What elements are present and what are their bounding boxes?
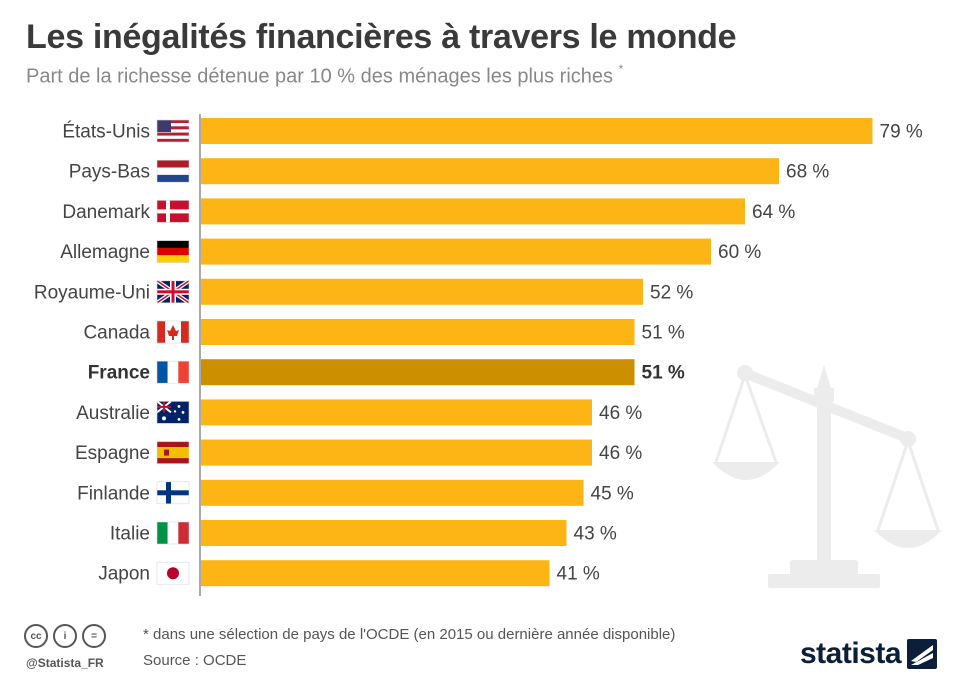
bar <box>201 439 592 466</box>
category-label: Danemark <box>62 202 150 223</box>
subtitle-footnote-mark: * <box>618 62 624 76</box>
bar-row: Japon 41 % <box>98 560 600 587</box>
bar-row: Royaume-Uni 52 % <box>34 278 693 305</box>
nd-icon: = <box>82 624 106 648</box>
ca-flag <box>156 320 190 344</box>
value-label: 52 % <box>650 282 693 303</box>
dk-flag <box>156 200 190 223</box>
statista-logo[interactable]: statista <box>800 637 938 671</box>
subtitle-text: Part de la richesse détenue par 10 % des… <box>26 65 614 88</box>
bar <box>201 118 873 144</box>
value-label: 64 % <box>752 202 795 223</box>
jp-flag <box>156 561 190 585</box>
bar-row: Pays-Bas 68 % <box>69 158 829 185</box>
value-label: 60 % <box>718 242 761 263</box>
category-label: États-Unis <box>62 122 150 143</box>
bar <box>201 319 635 345</box>
category-label: Allemagne <box>60 242 150 263</box>
value-label: 45 % <box>591 483 634 504</box>
category-label: Italie <box>110 524 150 545</box>
bar-row: Allemagne 60 % <box>60 238 761 265</box>
bar-row: Finlande 45 % <box>77 479 634 506</box>
bar-row: États-Unis 79 % <box>62 118 923 144</box>
gb-flag <box>155 279 191 305</box>
bar-row: Danemark 64 % <box>62 198 795 225</box>
category-label: Espagne <box>75 443 150 464</box>
bar <box>201 399 592 426</box>
logo-text: statista <box>800 637 902 670</box>
category-label: Pays-Bas <box>69 162 150 183</box>
value-label: 46 % <box>599 403 642 424</box>
bar <box>201 278 643 305</box>
value-label: 41 % <box>557 564 600 585</box>
source-note: Source : OCDE <box>143 652 247 669</box>
bar-rows: États-Unis 79 % Pays-Bas 68 % Danemark 64 % Al… <box>34 118 923 587</box>
category-label: Royaume-Uni <box>34 282 150 303</box>
category-label: Finlande <box>77 483 150 504</box>
social-handle[interactable]: @Statista_FR <box>26 656 104 670</box>
bar <box>201 520 567 546</box>
bar-row: Espagne 46 % <box>75 439 642 466</box>
bar <box>201 560 550 587</box>
chart-subtitle: Part de la richesse détenue par 10 % des… <box>26 62 624 89</box>
bar <box>201 479 584 506</box>
by-icon: i <box>53 624 77 648</box>
value-label: 46 % <box>599 443 642 464</box>
cc-icon: cc <box>24 624 48 648</box>
bar-row: Canada 51 % <box>83 319 685 345</box>
us-flag <box>156 119 190 143</box>
value-label: 68 % <box>786 162 829 183</box>
bar-row: France 51 % <box>88 359 685 386</box>
value-label: 51 % <box>642 363 685 384</box>
bar-row: Australie 46 % <box>76 399 642 426</box>
category-label: France <box>88 363 150 384</box>
es-flag <box>156 441 190 464</box>
category-label: Australie <box>76 403 150 424</box>
license-icons: cc i = <box>24 624 106 648</box>
footnote: * dans une sélection de pays de l'OCDE (… <box>143 626 676 643</box>
it-flag <box>156 521 190 545</box>
category-label: Japon <box>98 564 150 585</box>
fr-flag <box>156 360 190 384</box>
nl-flag <box>156 159 190 183</box>
bar <box>201 238 711 265</box>
bar-row: Italie 43 % <box>110 520 617 546</box>
bar <box>201 198 745 225</box>
fi-flag <box>156 481 190 505</box>
value-label: 79 % <box>880 122 923 143</box>
bar <box>201 158 779 185</box>
bar <box>201 359 635 386</box>
de-flag <box>156 240 190 263</box>
value-label: 43 % <box>574 524 617 545</box>
scale-watermark-icon <box>712 365 942 588</box>
chart-title: Les inégalités financières à travers le … <box>26 18 737 56</box>
au-flag <box>156 400 190 424</box>
statista-logo-icon <box>907 639 938 669</box>
category-label: Canada <box>83 323 150 344</box>
value-label: 51 % <box>642 323 685 344</box>
